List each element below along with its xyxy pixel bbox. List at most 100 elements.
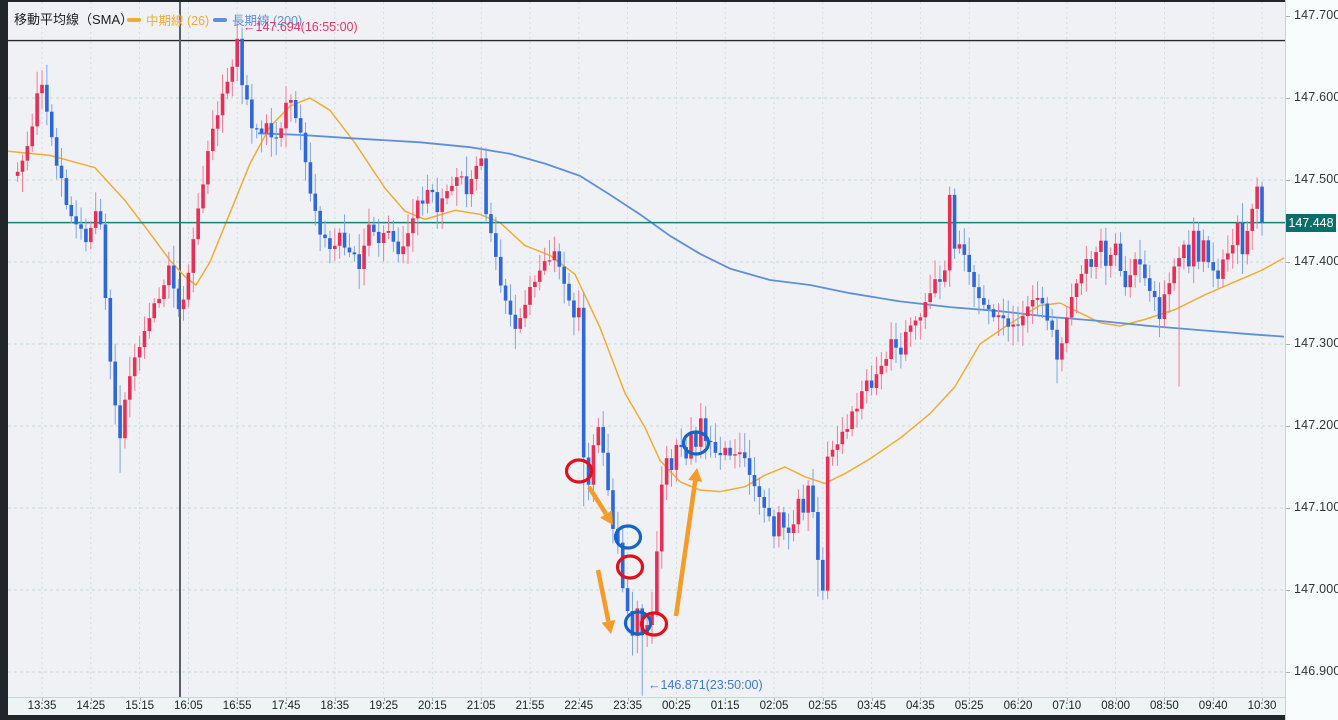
annotation-arrow [673,468,703,617]
candle-body [176,288,181,310]
candle-body [708,440,713,443]
candle-body [947,194,952,271]
time-axis-label: 05:25 [954,700,984,712]
candle-body [284,102,288,129]
candle-body [967,254,971,272]
candle-body [303,132,308,163]
candle-body [318,210,322,235]
candle-body [567,283,571,301]
candle-body [616,528,620,543]
candle-body [415,200,420,219]
candle-body [659,484,664,552]
candle-body [494,233,498,257]
chart-canvas[interactable] [8,2,1285,697]
candle-body [455,177,459,186]
time-axis-label: 17:45 [271,700,301,712]
candle-body [630,611,635,636]
candle-body [806,485,810,513]
candle-body [991,309,996,318]
candle-body [957,244,962,249]
candle-body [69,205,74,217]
candle-body [274,137,279,139]
candle-body [1040,297,1045,304]
candle-body [411,218,415,234]
time-axis-tick [1066,698,1068,701]
price-axis-label: 147.000 [1294,582,1338,596]
candle-body [1226,253,1230,260]
candle-body [1230,245,1235,254]
candle-body [264,123,269,134]
candle-body [293,100,298,119]
candle-body [508,300,513,315]
candle-body [1016,324,1020,326]
candle-body [93,211,98,228]
candle-body [572,300,576,318]
candle-body [181,299,186,310]
candle-body [425,189,430,204]
candle-body [860,391,864,409]
candle-body [1162,294,1167,319]
time-axis-tick [1164,698,1166,701]
candle-body [254,128,259,130]
candle-body [850,411,854,430]
time-axis-label: 00:25 [662,700,691,712]
price-axis-tick [1286,508,1290,509]
candle-body [972,272,976,288]
candle-body [1172,266,1176,284]
candle-body [474,165,479,179]
time-axis[interactable]: 13:35 14:25 15:15 16:05 16:55 17:45 18:35 19:25… [8,697,1285,715]
price-chart-plot[interactable] [8,2,1285,697]
time-axis-tick [969,698,971,701]
candle-body [240,38,244,86]
candle-body [669,458,674,470]
price-axis-label: 147.400 [1294,254,1338,268]
current-price-tag: 147.448 [1286,213,1336,232]
candle-body [445,191,449,199]
price-axis-tick [1286,262,1290,263]
price-axis-tick [1286,426,1290,427]
candle-body [581,307,586,458]
price-axis-label: 147.500 [1294,172,1338,186]
candle-body [733,454,737,456]
candle-body [489,214,493,234]
legend-item-mid-sma[interactable]: 中期線 (26) [127,10,209,29]
candle-body [747,458,752,475]
time-axis-tick [334,698,336,701]
time-axis-label: 16:05 [174,700,203,712]
candle-body [1084,259,1089,274]
time-axis-tick [530,698,531,701]
candle-body [679,444,684,448]
time-axis-tick [42,698,43,701]
candle-body [664,458,669,485]
session-low-annotation: ←146.871(23:50:00) [648,678,763,692]
trade-marker-circle-blue [623,610,653,636]
candle-body [606,452,610,491]
legend-label-mid-sma: 中期線 (26) [146,14,210,28]
candle-body [786,527,791,533]
candle-body [59,165,64,179]
time-axis-tick [432,698,434,701]
candle-body [128,376,132,400]
candle-body [89,227,93,243]
time-axis-label: 02:05 [759,700,789,712]
candle-body [362,245,366,269]
time-axis-label: 07:10 [1052,700,1082,712]
sma-mid-line [8,97,1285,493]
candle-body [772,516,776,537]
candle-body [367,224,371,246]
candle-body [269,123,274,138]
candle-body [347,247,352,253]
time-axis-tick [286,698,287,701]
candle-body [157,298,161,304]
candle-body [1021,316,1025,326]
time-axis-tick [822,698,824,701]
candle-body [167,265,171,286]
candle-body [684,447,688,459]
legend-item-long-sma[interactable]: 長期線 (200) [213,10,302,29]
price-axis[interactable]: 147.700 147.600 147.500 147.400 147.300 147.2… [1285,0,1338,720]
candle-body [1065,317,1069,344]
candle-body [1191,230,1196,267]
candle-body [132,357,137,377]
time-axis-tick [90,698,92,701]
sma-long-line [257,132,1285,338]
